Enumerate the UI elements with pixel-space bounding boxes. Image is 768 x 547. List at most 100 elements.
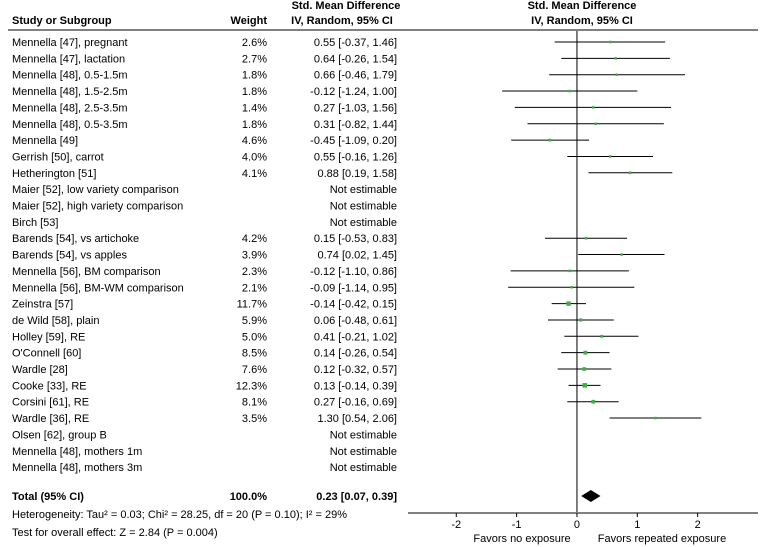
study-name: Mennella [48], mothers 3m [12,462,142,474]
study-weight: 5.9% [242,315,267,327]
study-ci: 0.64 [-0.26, 1.54] [314,53,397,65]
study-column-header: Study or Subgroup [12,15,112,27]
study-weight: 4.2% [242,233,267,245]
study-ci: 0.06 [-0.48, 0.61] [314,315,397,327]
study-name: Mennella [47], lactation [12,53,125,65]
study-name: Gerrish [50], carrot [12,151,104,163]
point-estimate [568,89,571,93]
study-name: O'Connell [60] [12,348,81,360]
x-axis: -2 -1 0 1 2 [408,512,758,531]
study-weight: 1.8% [242,70,267,82]
plot-header-title: Std. Mean Difference [528,0,637,12]
point-estimate [620,253,623,256]
study-weight: 1.8% [242,119,267,131]
study-ci: 0.13 [-0.14, 0.39] [314,380,397,392]
plot-marks [502,31,702,512]
overall-effect-text: Test for overall effect: Z = 2.84 (P = 0… [12,527,218,539]
study-weight: 3.9% [242,250,267,262]
study-name: Wardle [36], RE [12,413,89,425]
study-ci: 0.27 [-0.16, 0.69] [314,397,397,409]
study-name: Mennella [56], BM-WM comparison [12,282,184,294]
point-estimate [600,334,604,338]
study-name: Mennella [48], 0.5-1.5m [12,70,128,82]
study-name: Olsen [62], group B [12,429,107,441]
study-weight: 4.0% [242,151,267,163]
study-ci: -0.12 [-1.24, 1.00] [310,86,397,98]
study-ci: 0.66 [-0.46, 1.79] [314,70,397,82]
study-ci: 0.55 [-0.37, 1.46] [314,37,397,49]
heterogeneity-text: Heterogeneity: Tau² = 0.03; Chi² = 28.25… [12,509,347,521]
study-name: Holley [59], RE [12,331,85,343]
point-estimate [579,318,583,322]
study-ci: Not estimable [330,217,397,229]
study-name: Wardle [28] [12,364,68,376]
study-name: Hetherington [51] [12,168,96,180]
study-ci: 0.12 [-0.32, 0.57] [314,364,397,376]
point-estimate [615,73,619,76]
xlabel-right: Favors repeated exposure [598,533,726,545]
point-estimate [592,106,595,109]
study-ci: -0.12 [-1.10, 0.86] [310,266,397,278]
study-weight: 1.8% [242,86,267,98]
smd-header-title: Std. Mean Difference [292,0,401,12]
study-ci: Not estimable [330,429,397,441]
study-name: Birch [53] [12,217,58,229]
total-label: Total (95% CI) [12,491,84,503]
study-name: Corsini [61], RE [12,397,89,409]
study-ci: -0.14 [-0.42, 0.15] [310,299,397,311]
point-estimate [608,155,612,158]
weight-column-header: Weight [231,15,268,27]
study-weight: 11.7% [237,299,268,311]
x-tick-label: -2 [451,519,461,531]
study-ci: -0.45 [-1.09, 0.20] [310,135,397,147]
study-weight: 2.1% [242,282,267,294]
point-estimate [583,350,588,355]
point-estimate [594,122,597,125]
study-ci: 1.30 [0.54, 2.06] [317,413,397,425]
study-name: de Wild [58], plain [12,315,99,327]
study-name: Mennella [48], 1.5-2.5m [12,86,128,98]
study-weight: 1.4% [242,102,267,114]
study-weight: 5.0% [242,331,267,343]
study-ci: Not estimable [330,446,397,458]
study-ci: Not estimable [330,462,397,474]
study-name: Mennella [48], 2.5-3.5m [12,102,128,114]
study-ci: 0.14 [-0.26, 0.54] [314,348,397,360]
study-name: Barends [54], vs apples [12,250,127,262]
point-estimate [582,367,586,371]
point-estimate [608,40,612,44]
study-ci: Not estimable [330,184,397,196]
study-name: Maier [52], high variety comparison [12,201,183,213]
study-ci: 0.27 [-1.03, 1.56] [314,102,397,114]
point-estimate [654,416,657,420]
study-ci: 0.15 [-0.53, 0.83] [314,233,397,245]
study-name: Barends [54], vs artichoke [12,233,139,245]
study-ci: 0.88 [0.19, 1.58] [317,168,397,180]
study-weight: 2.3% [242,266,267,278]
xlabel-left: Favors no exposure [473,533,570,545]
point-estimate [548,138,552,142]
study-weight: 8.1% [242,397,267,409]
smd-header-subtitle: IV, Random, 95% CI [291,15,393,27]
study-ci: 0.55 [-0.16, 1.26] [314,151,397,163]
x-tick-label: 1 [634,519,640,531]
study-weight: 2.6% [242,37,267,49]
study-ci: 0.31 [-0.82, 1.44] [314,119,397,131]
study-weight: 2.7% [242,53,267,65]
study-weight: 12.3% [236,380,267,392]
study-name: Maier [52], low variety comparison [12,184,179,196]
x-tick-label: 2 [695,519,701,531]
study-rows: Mennella [47], pregnant 2.6% 0.55 [-0.37, … [12,37,397,474]
total-weight: 100.0% [230,491,268,503]
plot-header-subtitle: IV, Random, 95% CI [531,15,633,27]
study-weight: 8.5% [242,348,267,360]
point-estimate [591,399,596,404]
study-name: Zeinstra [57] [12,299,73,311]
study-name: Mennella [48], 0.5-3.5m [12,119,128,131]
total-ci: 0.23 [0.07, 0.39] [316,491,397,503]
study-name: Cooke [33], RE [12,380,87,392]
study-name: Mennella [47], pregnant [12,37,128,49]
study-ci: 0.41 [-0.21, 1.02] [314,331,397,343]
point-estimate [570,286,573,289]
